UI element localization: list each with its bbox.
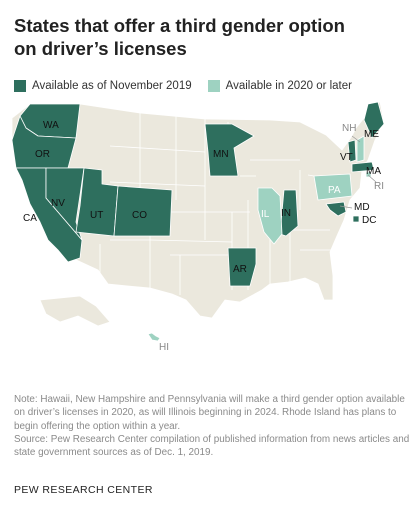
title-line-1: States that offer a third gender option — [14, 15, 345, 36]
source-text: Source: Pew Research Center compilation … — [14, 433, 410, 459]
leader-lines — [339, 135, 377, 209]
state-hi — [147, 332, 161, 342]
legend-label-later: Available in 2020 or later — [225, 80, 352, 92]
state-or — [11, 115, 77, 169]
title-line-2: on driver’s licenses — [14, 38, 187, 59]
state-ri — [365, 171, 372, 178]
label-dc: DC — [362, 215, 376, 226]
legend-swatch-later — [207, 80, 220, 92]
label-hi: HI — [159, 342, 169, 353]
label-ma: MA — [366, 166, 381, 177]
label-ca: CA — [23, 213, 37, 224]
state-ma — [351, 161, 375, 173]
state-nh — [356, 135, 365, 163]
note-text: Note: Hawaii, New Hampshire and Pennsylv… — [14, 394, 405, 432]
label-nh: NH — [342, 123, 356, 134]
state-mn — [204, 123, 255, 177]
label-co: CO — [132, 210, 147, 221]
chart-title: States that offer a third gender option … — [14, 14, 409, 60]
label-pa: PA — [328, 185, 341, 196]
label-me: ME — [364, 129, 379, 140]
state-il — [257, 187, 283, 245]
label-mn: MN — [213, 149, 229, 160]
brand-footer: PEW RESEARCH CENTER — [14, 484, 153, 496]
state-me — [363, 101, 385, 139]
us-map: WA OR CA NV UT CO MN AR IN IL PA ME VT M… — [11, 101, 385, 353]
state-co — [113, 185, 173, 237]
state-ar — [227, 247, 257, 287]
label-il: IL — [261, 209, 270, 220]
dc-marker — [352, 215, 360, 223]
legend-item-later: Available in 2020 or later — [207, 80, 352, 92]
legend-label-now: Available as of November 2019 — [32, 80, 192, 92]
state-ak — [39, 295, 111, 327]
label-ri: RI — [374, 181, 384, 192]
label-in: IN — [281, 208, 291, 219]
legend-swatch-now — [14, 80, 26, 92]
legend: Available as of November 2019 Available … — [14, 79, 368, 93]
label-md: MD — [354, 202, 370, 213]
label-nv: NV — [51, 198, 65, 209]
label-or: OR — [35, 149, 50, 160]
state-labels: WA OR CA NV UT CO MN AR IN IL PA ME VT M… — [23, 120, 384, 353]
legend-item-now: Available as of November 2019 — [14, 80, 192, 92]
label-ar: AR — [233, 264, 247, 275]
footnote: Note: Hawaii, New Hampshire and Pennsylv… — [14, 393, 410, 459]
label-wa: WA — [43, 120, 59, 131]
state-vt — [347, 139, 357, 163]
state-pa — [313, 173, 353, 201]
state-md — [325, 201, 347, 217]
label-vt: VT — [340, 152, 353, 163]
label-ut: UT — [90, 210, 103, 221]
